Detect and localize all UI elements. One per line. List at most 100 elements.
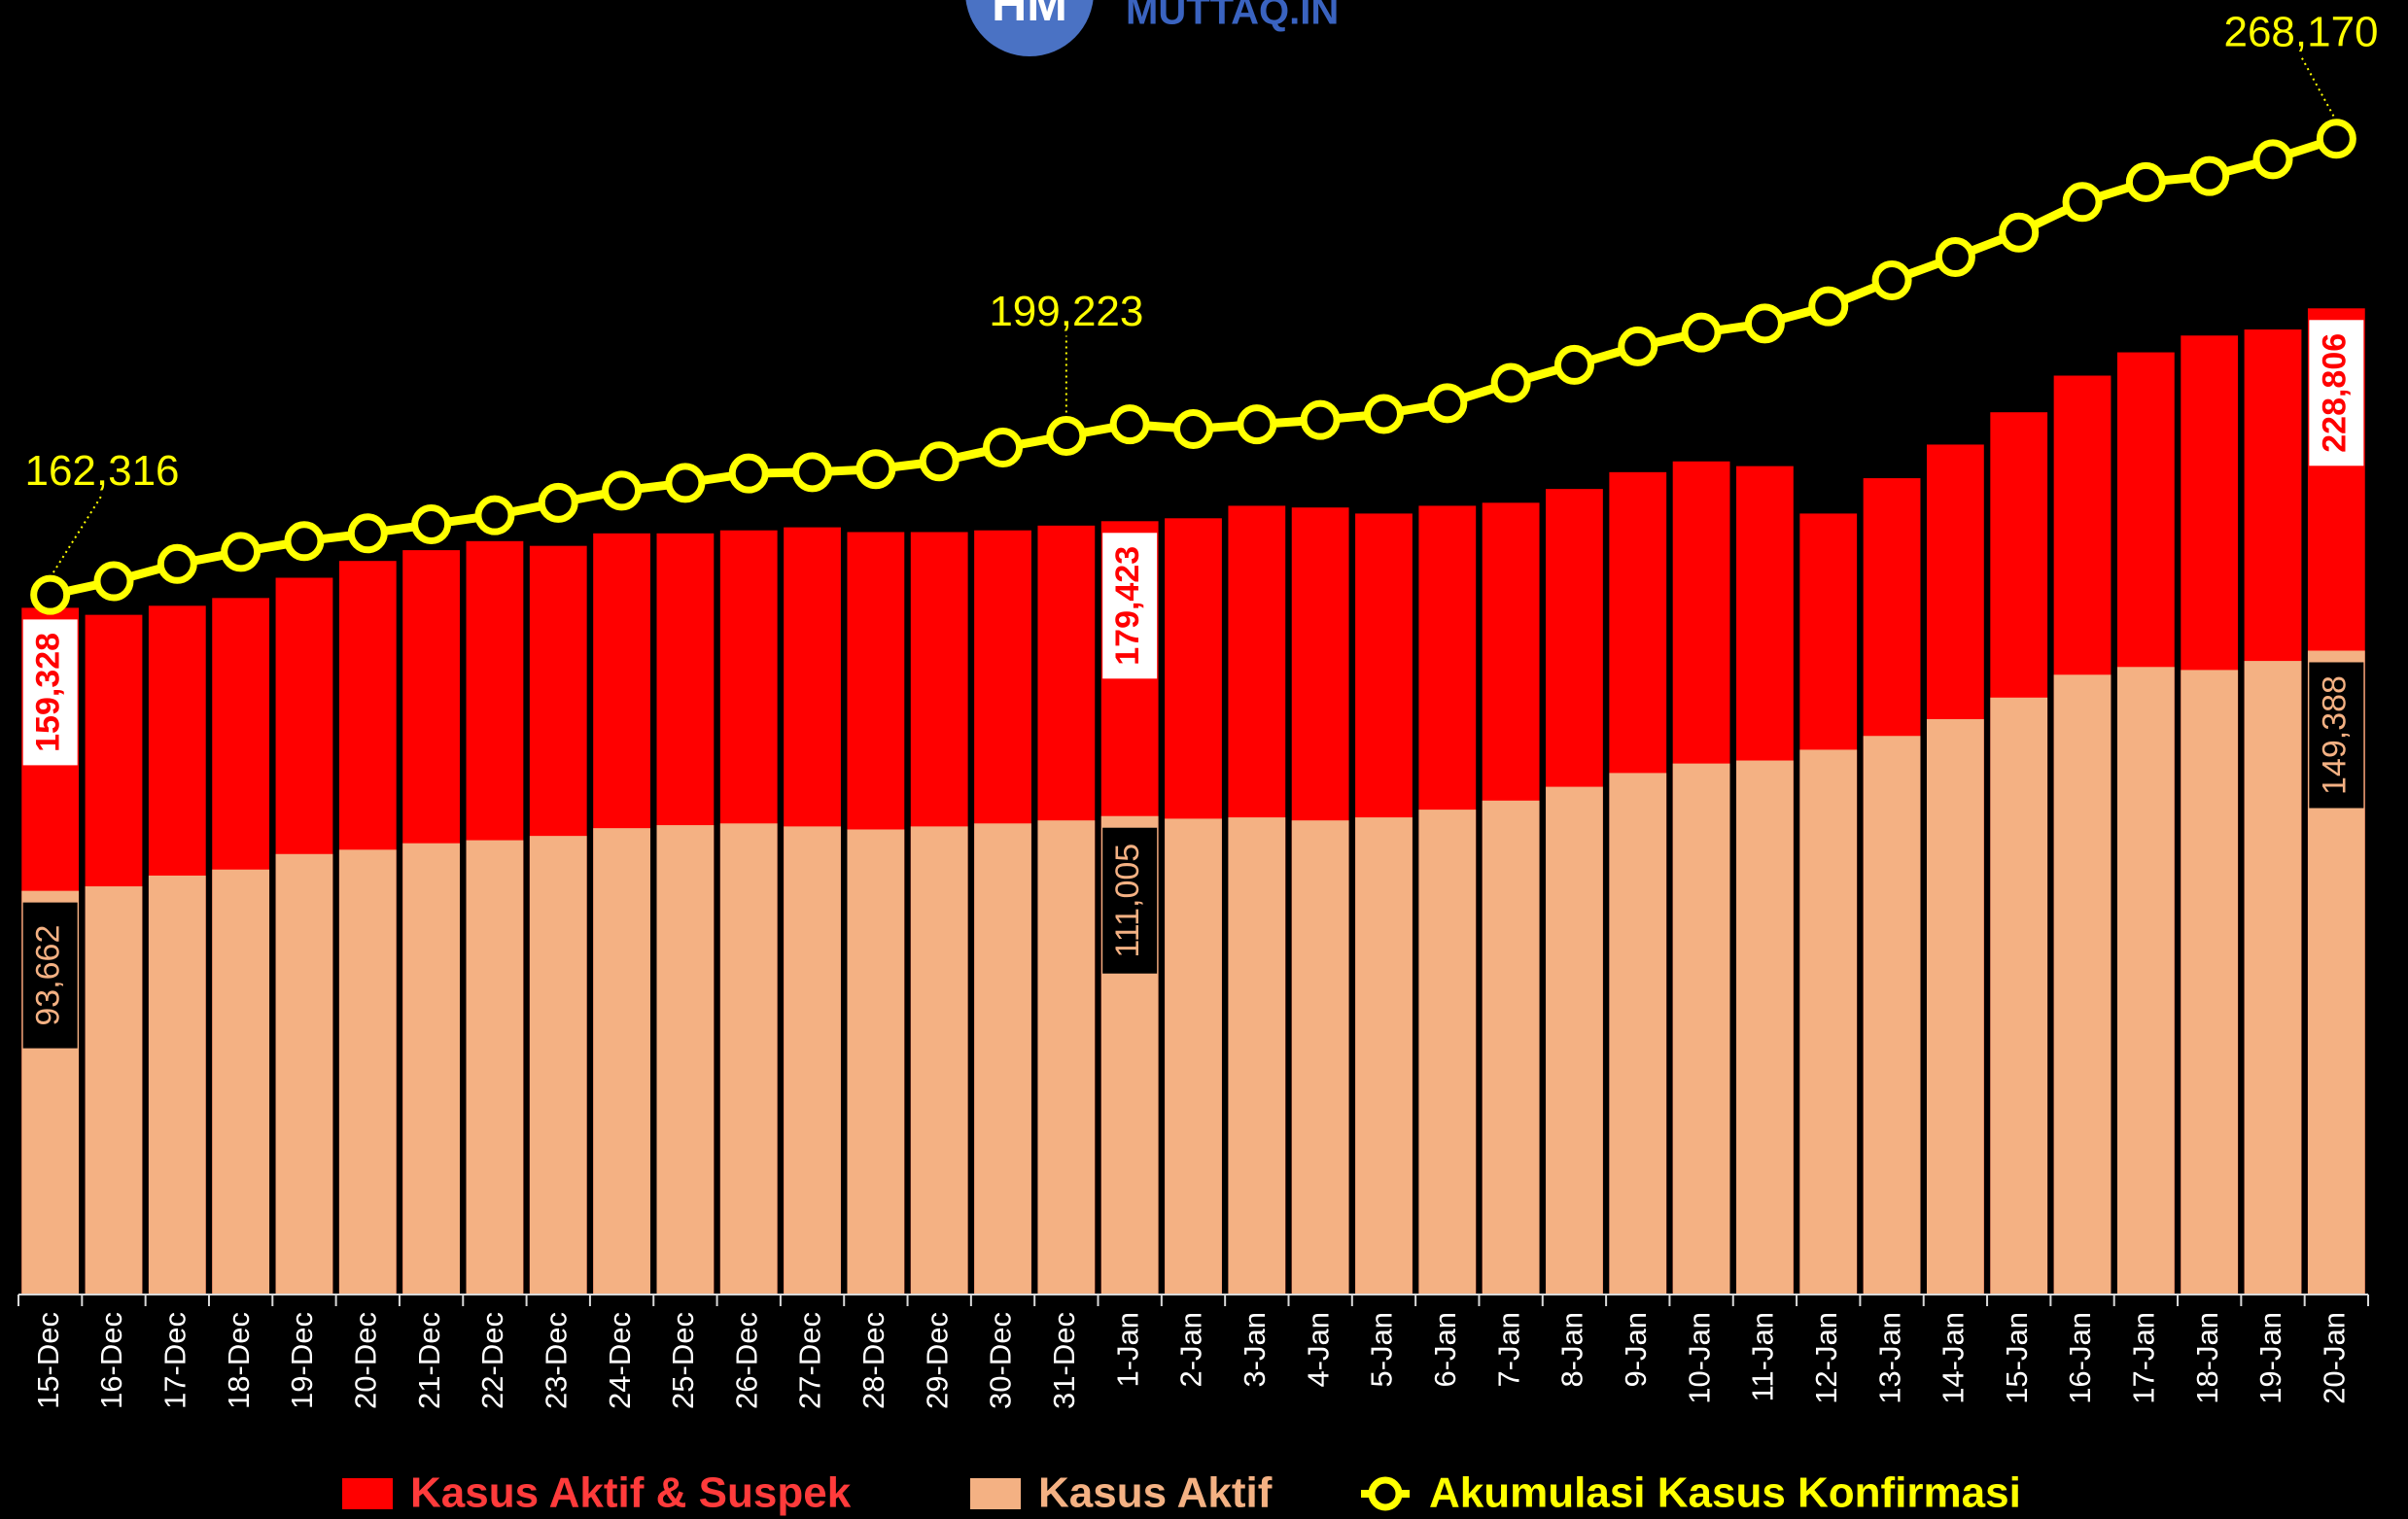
bar-label-box <box>1102 827 1158 974</box>
line-marker <box>538 482 578 523</box>
line-marker <box>221 532 262 572</box>
bar <box>2053 674 2111 1295</box>
bar <box>402 843 461 1295</box>
line-marker <box>919 441 960 482</box>
line-marker <box>1871 259 1912 300</box>
line-marker <box>1681 312 1722 353</box>
line-marker <box>2062 182 2103 223</box>
bar <box>1165 818 1222 1295</box>
line-marker <box>1363 394 1404 434</box>
bar <box>719 823 778 1295</box>
line-marker <box>93 561 134 602</box>
bar-label-box <box>22 902 78 1049</box>
leader-line <box>2300 55 2338 122</box>
bar-value-label: 179,423 <box>1109 546 1146 666</box>
bar <box>784 826 841 1295</box>
bar <box>1228 817 1286 1295</box>
x-tick-label: 5-Jan <box>1365 1312 1399 1388</box>
line-marker <box>2316 119 2356 159</box>
x-tick-label: 25-Dec <box>666 1312 700 1409</box>
line-marker <box>1046 415 1087 456</box>
x-tick-label: 11-Jan <box>1746 1312 1780 1402</box>
legend-swatch-marker <box>1368 1476 1403 1511</box>
line-marker <box>2189 155 2230 196</box>
line-marker <box>1490 362 1531 403</box>
x-tick-label: 16-Dec <box>94 1312 128 1409</box>
line-marker <box>1808 286 1849 327</box>
bar <box>1863 736 1921 1295</box>
x-tick-label: 16-Jan <box>2063 1312 2097 1404</box>
bar <box>1482 800 1540 1295</box>
x-tick-label: 2-Jan <box>1174 1312 1208 1388</box>
leader-line <box>49 494 103 578</box>
bar <box>1418 810 1477 1295</box>
line-marker <box>1427 383 1468 424</box>
line-marker <box>284 521 325 562</box>
line-marker <box>1173 408 1213 449</box>
x-tick-label: 19-Dec <box>285 1312 319 1409</box>
x-tick-label: 30-Dec <box>984 1312 1018 1409</box>
bar <box>974 823 1031 1295</box>
x-tick-label: 18-Jan <box>2190 1312 2224 1404</box>
line-marker <box>30 574 71 615</box>
bar <box>1736 760 1794 1295</box>
line-marker <box>792 452 833 493</box>
bar <box>2244 661 2302 1295</box>
x-tick-label: 31-Dec <box>1047 1312 1081 1409</box>
x-tick-label: 7-Jan <box>1491 1312 1525 1388</box>
x-tick-label: 21-Dec <box>412 1312 446 1409</box>
line-marker <box>855 449 896 490</box>
bar <box>275 853 333 1295</box>
bar <box>1799 749 1858 1295</box>
bar-label-box <box>1102 533 1158 679</box>
bar-label-box <box>2309 662 2364 809</box>
x-tick-label: 27-Dec <box>793 1312 827 1409</box>
x-tick-label: 17-Dec <box>157 1312 192 1409</box>
x-tick-label: 29-Dec <box>920 1312 954 1409</box>
legend-label: Kasus Aktif <box>1038 1469 1273 1517</box>
bar <box>85 886 143 1295</box>
bar <box>2116 667 2175 1295</box>
bar <box>1672 763 1730 1295</box>
x-tick-label: 24-Dec <box>603 1312 637 1409</box>
bar-value-label: 149,388 <box>2316 675 2353 795</box>
bar <box>338 849 397 1295</box>
bar-value-label: 228,806 <box>2316 333 2353 453</box>
bar <box>1355 817 1413 1295</box>
line-marker <box>2252 139 2293 180</box>
logo-text: HM <box>992 0 1067 31</box>
x-tick-label: 3-Jan <box>1238 1312 1272 1388</box>
bar <box>593 828 650 1295</box>
line-marker <box>983 428 1024 468</box>
bar-label-box <box>2309 320 2364 466</box>
bar <box>656 825 715 1295</box>
bar-value-label: 111,005 <box>1109 844 1146 958</box>
bar <box>1037 820 1096 1295</box>
x-tick-label: 6-Jan <box>1428 1312 1462 1388</box>
bar <box>847 829 905 1295</box>
line-marker <box>157 543 197 584</box>
line-value-label: 162,316 <box>24 447 179 495</box>
bar <box>1546 786 1603 1295</box>
line-marker <box>1618 326 1658 366</box>
x-tick-label: 1-Jan <box>1110 1312 1144 1388</box>
line-marker <box>602 470 643 511</box>
bar-label-box <box>22 619 78 766</box>
x-tick-label: 15-Dec <box>31 1312 65 1409</box>
line-value-label: 199,223 <box>989 288 1143 335</box>
x-tick-label: 13-Jan <box>1872 1312 1906 1404</box>
legend-label: Akumulasi Kasus Konfirmasi <box>1429 1469 2021 1517</box>
bar <box>2181 670 2239 1295</box>
line-marker <box>1300 399 1341 440</box>
bar <box>529 836 587 1295</box>
line-marker <box>1935 237 1975 278</box>
line-marker <box>665 463 706 503</box>
bar <box>212 869 270 1295</box>
x-tick-label: 4-Jan <box>1301 1312 1335 1388</box>
legend-label: Kasus Aktif & Suspek <box>410 1469 852 1517</box>
bar <box>1609 773 1667 1295</box>
x-tick-label: 15-Jan <box>2000 1312 2034 1404</box>
x-tick-label: 23-Dec <box>539 1312 573 1409</box>
x-tick-label: 28-Dec <box>856 1312 890 1409</box>
